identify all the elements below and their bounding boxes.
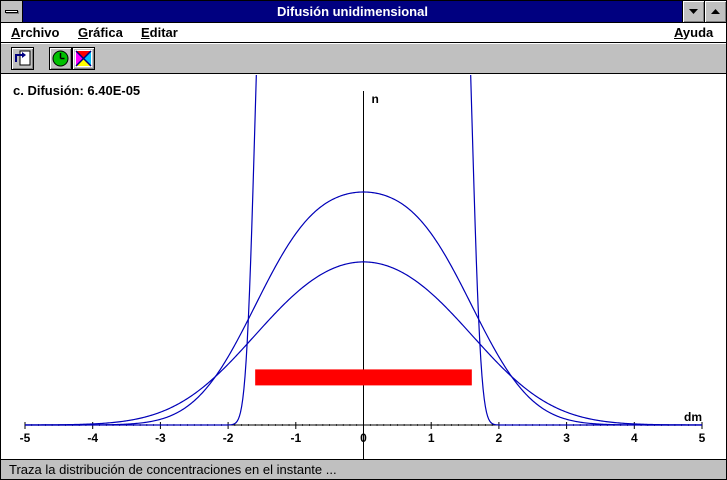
time-instant-button[interactable]: [49, 47, 72, 70]
menu-ayuda-label: yuda: [682, 25, 714, 40]
status-bar: Traza la distribución de concentraciones…: [1, 459, 726, 479]
x-tick-label: 5: [699, 431, 706, 445]
menu-ayuda-mnemonic: A: [674, 25, 683, 40]
diffusion-chart: -5 -4 -3 -2 -1 0 1 2 3 4 5 n dm: [20, 75, 706, 459]
concentration-curve-1: [25, 75, 702, 426]
plot-area[interactable]: -5 -4 -3 -2 -1 0 1 2 3 4 5 n dm c. Difusión: 6.40E-0…: [1, 75, 726, 459]
menu-archivo[interactable]: Archivo: [11, 25, 59, 41]
window-title: Difusión unidimensional: [277, 4, 428, 19]
x-tick-label: 0: [360, 431, 367, 445]
menu-editar[interactable]: Editar: [141, 25, 178, 41]
menu-bar: Archivo Gráfica Editar Ayuda: [1, 23, 726, 43]
maximize-button[interactable]: [704, 1, 726, 22]
concentration-curve-2: [25, 191, 702, 426]
diffusion-coefficient-label: c. Difusión: 6.40E-05: [13, 83, 141, 98]
x-tick-label: -5: [20, 431, 31, 445]
title-bar[interactable]: Difusión unidimensional: [1, 1, 726, 23]
minimize-arrow-icon: [689, 9, 698, 14]
menu-editar-mnemonic: E: [141, 25, 150, 40]
initial-distribution-bar: [255, 369, 472, 386]
menu-grafica-mnemonic: G: [78, 25, 89, 40]
clock-icon: [52, 50, 69, 67]
menu-archivo-mnemonic: A: [11, 25, 21, 40]
color-palette-icon: [75, 50, 92, 67]
x-axis-label: dm: [684, 410, 702, 424]
system-menu-button[interactable]: [1, 1, 23, 22]
x-tick-label: 1: [428, 431, 435, 445]
menu-ayuda[interactable]: Ayuda: [674, 25, 713, 41]
system-menu-icon: [5, 10, 18, 13]
x-tick-label: -1: [290, 431, 301, 445]
status-text: Traza la distribución de concentraciones…: [9, 462, 337, 477]
minimize-button[interactable]: [682, 1, 704, 22]
menu-grafica-label: ráfica: [88, 25, 123, 40]
y-axis-label: n: [372, 92, 379, 106]
x-tick-label: 2: [496, 431, 503, 445]
x-tick-label: -2: [223, 431, 234, 445]
menu-editar-label: ditar: [149, 25, 178, 40]
export-page-icon: [15, 50, 31, 66]
x-tick-label: -3: [155, 431, 166, 445]
toolbar: [1, 44, 726, 74]
menu-archivo-label: rchivo: [20, 25, 60, 40]
maximize-arrow-icon: [711, 9, 720, 14]
x-tick-label: 3: [563, 431, 570, 445]
export-button[interactable]: [11, 47, 34, 70]
x-tick-label: -4: [87, 431, 98, 445]
menu-grafica[interactable]: Gráfica: [78, 25, 123, 41]
colors-button[interactable]: [72, 47, 95, 70]
x-tick-label: 4: [631, 431, 638, 445]
concentration-curve-3: [24, 261, 703, 426]
